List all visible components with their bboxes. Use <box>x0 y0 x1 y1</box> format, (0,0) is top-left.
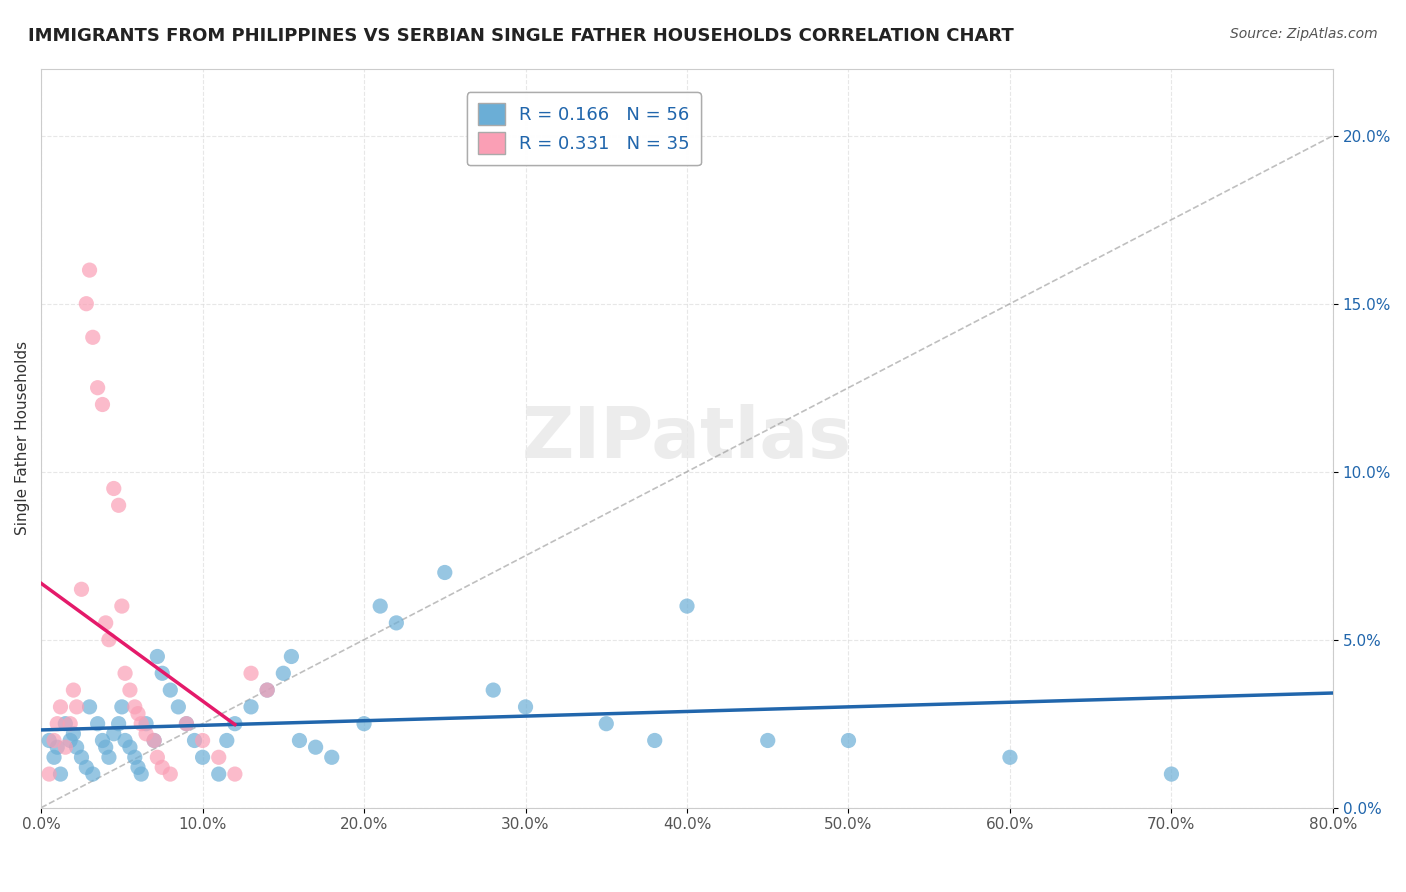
Point <box>240 699 263 714</box>
Point <box>79 699 101 714</box>
Point <box>482 683 505 698</box>
Point <box>127 706 149 721</box>
Point <box>66 699 89 714</box>
Point <box>91 397 114 411</box>
Point <box>127 760 149 774</box>
Point <box>79 263 101 277</box>
Y-axis label: Single Father Households: Single Father Households <box>15 341 30 535</box>
Point <box>103 727 125 741</box>
Point <box>62 683 84 698</box>
Point <box>150 666 173 681</box>
Text: Source: ZipAtlas.com: Source: ZipAtlas.com <box>1230 27 1378 41</box>
Text: IMMIGRANTS FROM PHILIPPINES VS SERBIAN SINGLE FATHER HOUSEHOLDS CORRELATION CHAR: IMMIGRANTS FROM PHILIPPINES VS SERBIAN S… <box>28 27 1014 45</box>
Point <box>159 683 181 698</box>
Point <box>756 733 779 747</box>
Point <box>49 699 72 714</box>
Point <box>998 750 1021 764</box>
Point <box>146 750 169 764</box>
Point <box>118 740 141 755</box>
Point <box>837 733 859 747</box>
Point <box>368 599 391 613</box>
Point <box>167 699 190 714</box>
Point <box>94 740 117 755</box>
Point <box>75 760 97 774</box>
Point <box>273 666 295 681</box>
Point <box>280 649 302 664</box>
Point <box>595 716 617 731</box>
Point <box>433 566 456 580</box>
Point <box>1160 767 1182 781</box>
Point <box>118 683 141 698</box>
Point <box>129 767 152 781</box>
Point <box>135 716 157 731</box>
Point <box>53 740 76 755</box>
Point <box>91 733 114 747</box>
Point <box>114 733 136 747</box>
Point <box>676 599 699 613</box>
Point <box>124 750 146 764</box>
Point <box>59 733 82 747</box>
Point <box>53 716 76 731</box>
Point <box>183 733 205 747</box>
Point <box>129 716 152 731</box>
Text: ZIPatlas: ZIPatlas <box>522 403 852 473</box>
Point <box>146 649 169 664</box>
Point <box>124 699 146 714</box>
Point <box>176 716 198 731</box>
Point <box>208 767 231 781</box>
Point <box>42 750 65 764</box>
Point <box>62 727 84 741</box>
Point <box>97 750 120 764</box>
Point <box>224 716 246 731</box>
Point <box>215 733 238 747</box>
Point <box>49 767 72 781</box>
Point <box>224 767 246 781</box>
Point <box>82 330 104 344</box>
Point <box>114 666 136 681</box>
Point <box>82 767 104 781</box>
Point <box>353 716 375 731</box>
Point <box>86 381 108 395</box>
Point <box>304 740 326 755</box>
Point <box>97 632 120 647</box>
Point <box>42 733 65 747</box>
Point <box>107 498 129 512</box>
Point <box>143 733 166 747</box>
Point <box>38 733 60 747</box>
Point <box>46 740 69 755</box>
Point <box>135 727 157 741</box>
Point <box>111 599 134 613</box>
Point <box>240 666 263 681</box>
Point <box>321 750 343 764</box>
Point <box>159 767 181 781</box>
Point <box>150 760 173 774</box>
Point <box>256 683 278 698</box>
Point <box>111 699 134 714</box>
Point <box>644 733 666 747</box>
Point <box>86 716 108 731</box>
Point <box>208 750 231 764</box>
Point <box>66 740 89 755</box>
Point <box>515 699 537 714</box>
Point <box>70 582 93 597</box>
Point <box>191 733 214 747</box>
Point <box>191 750 214 764</box>
Point <box>176 716 198 731</box>
Point <box>70 750 93 764</box>
Point <box>75 296 97 310</box>
Point <box>38 767 60 781</box>
Point <box>385 615 408 630</box>
Point <box>256 683 278 698</box>
Point <box>46 716 69 731</box>
Legend: R = 0.166   N = 56, R = 0.331   N = 35: R = 0.166 N = 56, R = 0.331 N = 35 <box>467 93 700 165</box>
Point <box>94 615 117 630</box>
Point <box>59 716 82 731</box>
Point <box>143 733 166 747</box>
Point <box>107 716 129 731</box>
Point <box>103 482 125 496</box>
Point <box>288 733 311 747</box>
